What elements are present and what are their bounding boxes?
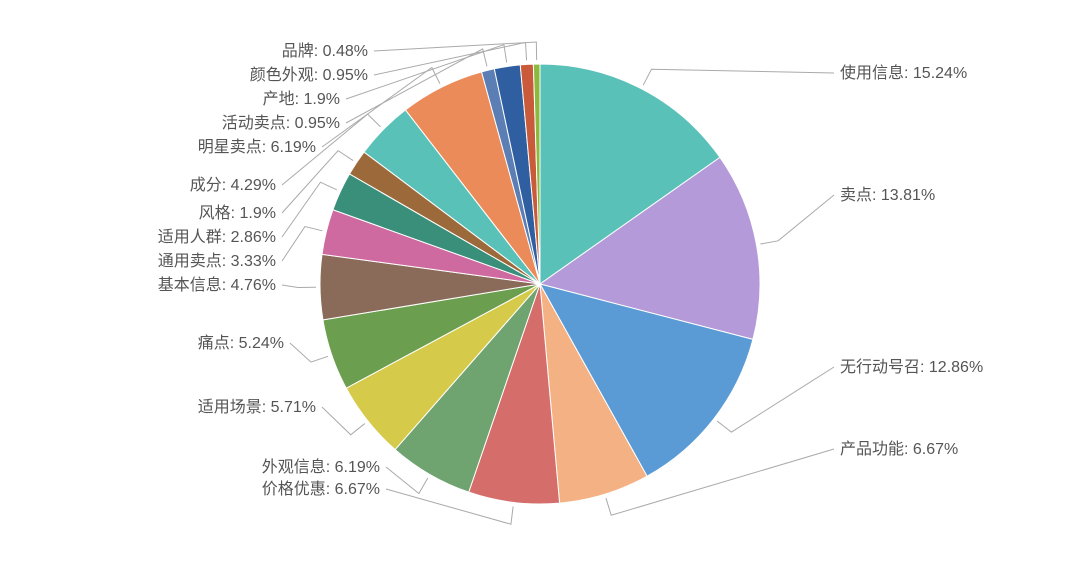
slice-label: 明星卖点: 6.19%	[198, 138, 316, 157]
slice-label-value: 4.76	[231, 277, 262, 294]
slice-label-name: 痛点	[198, 335, 230, 352]
slice-label-name: 使用信息	[840, 65, 904, 82]
slice-label-value: 15.24	[913, 65, 953, 82]
slice-label-value: 6.19	[271, 139, 302, 156]
slice-label-value: 0.48	[323, 43, 354, 60]
slice-label-name: 明星卖点	[198, 139, 262, 156]
leader-line	[386, 467, 428, 493]
slice-label: 痛点: 5.24%	[198, 334, 284, 353]
slice-label-name: 无行动号召	[840, 359, 920, 376]
slice-label: 外观信息: 6.19%	[262, 458, 380, 477]
slice-label-value: 1.9	[304, 91, 326, 108]
slice-label-value: 2.86	[231, 229, 262, 246]
slice-label-value: 1.9	[240, 205, 262, 222]
slice-label: 成分: 4.29%	[190, 176, 276, 195]
slice-label-name: 外观信息	[262, 459, 326, 476]
slice-label: 使用信息: 15.24%	[840, 64, 967, 83]
slice-label-name: 产品功能	[840, 441, 904, 458]
slice-label-name: 卖点	[840, 187, 872, 204]
slice-label-name: 适用人群	[158, 229, 222, 246]
slice-label: 风格: 1.9%	[199, 204, 276, 223]
slice-label: 通用卖点: 3.33%	[158, 252, 276, 271]
leader-line	[322, 407, 365, 435]
leader-line	[760, 195, 834, 244]
slice-label: 颜色外观: 0.95%	[250, 66, 368, 85]
leader-line	[282, 285, 316, 287]
slice-label-value: 0.95	[295, 115, 326, 132]
slice-label-name: 活动卖点	[222, 115, 286, 132]
slice-label: 适用人群: 2.86%	[158, 228, 276, 247]
slice-label-value: 12.86	[929, 359, 969, 376]
slice-label-value: 6.67	[335, 481, 366, 498]
slice-label: 卖点: 13.81%	[840, 186, 935, 205]
slice-label-name: 品牌	[282, 43, 314, 60]
slice-label-name: 通用卖点	[158, 253, 222, 270]
slice-label-value: 3.33	[231, 253, 262, 270]
slice-label-name: 产地	[263, 91, 295, 108]
slice-label-name: 风格	[199, 205, 231, 222]
slice-label-value: 6.67	[913, 441, 944, 458]
slice-label: 适用场景: 5.71%	[198, 398, 316, 417]
slice-label: 产地: 1.9%	[263, 90, 340, 109]
leader-line	[643, 69, 834, 85]
slice-label: 品牌: 0.48%	[282, 42, 368, 61]
slice-label: 基本信息: 4.76%	[158, 276, 276, 295]
slice-label-value: 0.95	[323, 67, 354, 84]
slice-label-name: 成分	[190, 177, 222, 194]
slice-label: 无行动号召: 12.86%	[840, 358, 983, 377]
slice-label-name: 颜色外观	[250, 67, 314, 84]
slice-label-name: 适用场景	[198, 399, 262, 416]
slice-label: 活动卖点: 0.95%	[222, 114, 340, 133]
slice-label: 产品功能: 6.67%	[840, 440, 958, 459]
slice-label-value: 5.71	[271, 399, 302, 416]
slice-label: 价格优惠: 6.67%	[262, 480, 380, 499]
leader-line	[282, 227, 322, 261]
slice-label-value: 6.19	[335, 459, 366, 476]
leader-line	[290, 343, 328, 362]
slice-label-value: 13.81	[881, 187, 921, 204]
slice-label-name: 价格优惠	[262, 481, 326, 498]
pie-chart: 使用信息: 15.24% 卖点: 13.81% 无行动号召: 12.86% 产品功能:…	[0, 0, 1080, 568]
slice-label-name: 基本信息	[158, 277, 222, 294]
slice-label-value: 4.29	[231, 177, 262, 194]
slice-label-value: 5.24	[239, 335, 270, 352]
